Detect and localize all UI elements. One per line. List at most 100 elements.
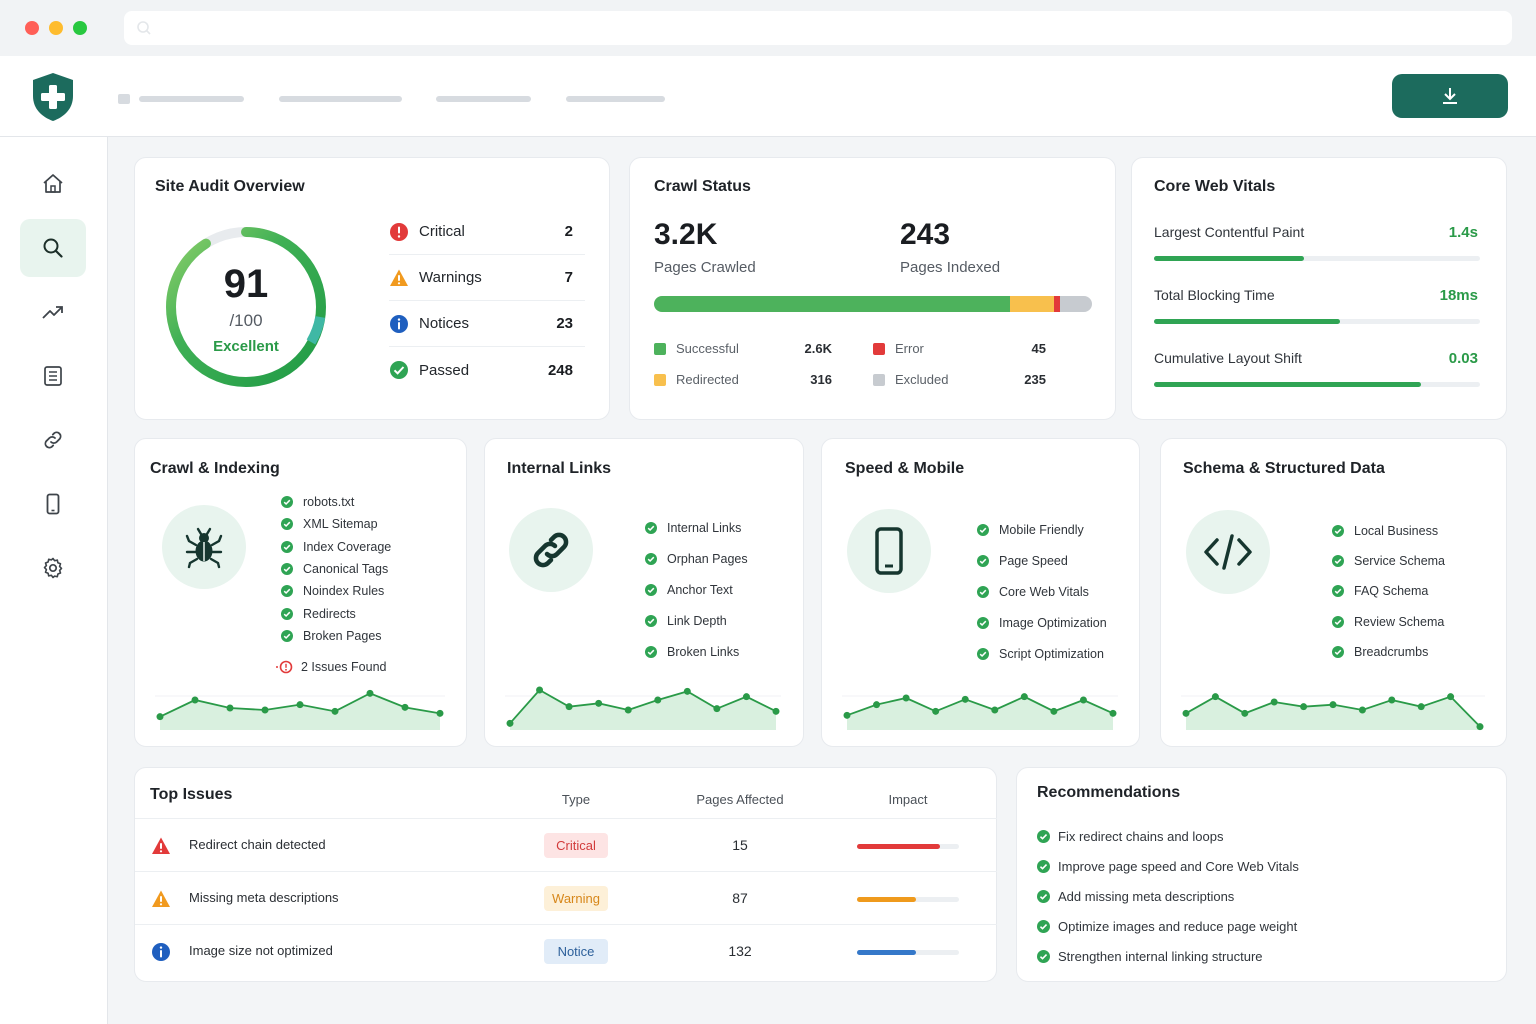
links-icon-badge: [509, 508, 593, 592]
checklist-item[interactable]: Broken Links: [645, 636, 748, 667]
table-row[interactable]: Image size not optimized Notice 132: [135, 924, 997, 977]
checklist-item-label: Anchor Text: [667, 582, 733, 597]
checklist-item[interactable]: Local Business: [1332, 516, 1445, 546]
chain-link-icon: [533, 532, 569, 568]
checklist-item[interactable]: Orphan Pages: [645, 543, 748, 574]
checklist-item-label: Internal Links: [667, 520, 742, 535]
recommendation-item[interactable]: Add missing meta descriptions: [1037, 882, 1299, 912]
recommendations-card: Recommendations Fix redirect chains and …: [1016, 767, 1507, 982]
sparkline-area: [1186, 696, 1480, 730]
crawl-indexing-card: Crawl & Indexing robots.txt XML Sitemap In…: [134, 438, 467, 747]
sparkline-point: [595, 699, 603, 707]
check-icon: [977, 647, 989, 660]
crawl-bar-segment-successful: [654, 296, 1011, 312]
cwv-metric-value: 18ms: [1439, 287, 1478, 304]
impact-bar: [857, 897, 959, 902]
column-header-impact[interactable]: Impact: [888, 792, 928, 807]
checklist-item[interactable]: Broken Pages: [281, 625, 391, 647]
sparkline-point: [1241, 709, 1249, 717]
checklist-item[interactable]: Breadcrumbs: [1332, 637, 1445, 667]
download-report-button[interactable]: [1392, 74, 1508, 118]
sparkline-point: [1417, 703, 1425, 711]
table-row[interactable]: Missing meta descriptions Warning 87: [135, 871, 997, 924]
checklist-item[interactable]: Review Schema: [1332, 607, 1445, 637]
overview-row-notices[interactable]: Notices 23: [389, 301, 585, 347]
sparkline-point: [843, 711, 851, 719]
alert-icon: [276, 660, 293, 674]
internal-links-card: Internal Links Internal Links Orphan Page…: [484, 438, 804, 747]
column-header-pages-affected[interactable]: Pages Affected: [696, 792, 784, 807]
recommendations-list: Fix redirect chains and loops Improve pag…: [1037, 822, 1299, 971]
sparkline-point: [401, 703, 409, 711]
home-icon: [43, 174, 63, 193]
checklist-item[interactable]: Link Depth: [645, 605, 748, 636]
audit-score-label: Excellent: [213, 338, 279, 355]
check-icon: [645, 521, 657, 534]
close-window-button[interactable]: [25, 21, 39, 35]
table-row[interactable]: Redirect chain detected Critical 15: [135, 818, 997, 871]
sidebar-item-settings[interactable]: [20, 539, 86, 597]
checklist-item[interactable]: Image Optimization: [977, 607, 1107, 638]
minimize-window-button[interactable]: [49, 21, 63, 35]
nav-link-placeholder[interactable]: [436, 96, 531, 102]
legend-swatch: [873, 373, 885, 386]
sidebar-item-search[interactable]: [20, 219, 86, 277]
checklist-item[interactable]: Core Web Vitals: [977, 577, 1107, 608]
checklist-item[interactable]: Script Optimization: [977, 638, 1107, 669]
check-icon: [281, 540, 293, 553]
card-title: Internal Links: [507, 460, 612, 477]
cwv-metric-label: Largest Contentful Paint: [1154, 224, 1305, 240]
search-icon: [43, 238, 63, 258]
recommendation-item[interactable]: Fix redirect chains and loops: [1037, 822, 1299, 852]
checklist-item[interactable]: FAQ Schema: [1332, 576, 1445, 606]
issues-found-indicator[interactable]: 2 Issues Found: [275, 660, 386, 674]
cwv-metric-bar-fill: [1154, 256, 1304, 261]
recommendation-item[interactable]: Improve page speed and Core Web Vitals: [1037, 852, 1299, 882]
core-web-vitals-card: Core Web Vitals Largest Contentful Paint…: [1131, 157, 1507, 420]
legend-value: 2.6K: [804, 341, 832, 356]
checklist-item[interactable]: Canonical Tags: [281, 558, 391, 580]
column-header-type[interactable]: Type: [561, 792, 591, 807]
check-icon: [1332, 585, 1344, 598]
sidebar-item-reports[interactable]: [20, 347, 86, 405]
smartphone-icon: [875, 527, 903, 575]
recommendation-item[interactable]: Strengthen internal linking structure: [1037, 941, 1299, 971]
recommendation-text: Optimize images and reduce page weight: [1058, 918, 1298, 934]
legend-value: 316: [810, 372, 832, 387]
sidebar-item-home[interactable]: [20, 155, 86, 213]
legend-swatch: [873, 342, 885, 355]
checklist-item[interactable]: robots.txt: [281, 491, 391, 513]
sparkline-point: [1447, 693, 1455, 701]
check-icon: [977, 555, 989, 568]
maximize-window-button[interactable]: [73, 21, 87, 35]
overview-row-value: 7: [564, 269, 573, 286]
checklist-item[interactable]: Noindex Rules: [281, 580, 391, 602]
recommendation-item[interactable]: Optimize images and reduce page weight: [1037, 911, 1299, 941]
site-audit-overview-card: Site Audit Overview 91 /100 Excellent Cr…: [134, 157, 610, 420]
checklist-item[interactable]: XML Sitemap: [281, 513, 391, 535]
checklist-item-label: Canonical Tags: [303, 562, 389, 577]
checklist-item[interactable]: Internal Links: [645, 512, 748, 543]
nav-link-placeholder[interactable]: [139, 96, 244, 102]
nav-link-placeholder[interactable]: [566, 96, 665, 102]
sidebar-item-trends[interactable]: [20, 283, 86, 341]
sparkline-point: [296, 701, 304, 709]
checklist-item[interactable]: Redirects: [281, 602, 391, 624]
nav-link-placeholder[interactable]: [279, 96, 402, 102]
issue-type-badge: Notice: [544, 939, 608, 964]
sidebar-item-links[interactable]: [20, 411, 86, 469]
crawl-trend-sparkline: [155, 689, 445, 730]
checklist-item[interactable]: Anchor Text: [645, 574, 748, 605]
sidebar-item-mobile[interactable]: [20, 475, 86, 533]
overview-row-warnings[interactable]: Warnings 7: [389, 255, 585, 301]
checklist-item[interactable]: Page Speed: [977, 546, 1107, 577]
address-bar[interactable]: [124, 11, 1512, 45]
checklist-item[interactable]: Mobile Friendly: [977, 515, 1107, 546]
overview-row-passed[interactable]: Passed 248: [389, 347, 585, 393]
checklist-item[interactable]: Index Coverage: [281, 536, 391, 558]
cwv-metric-label: Total Blocking Time: [1154, 287, 1275, 303]
check-icon: [1037, 949, 1050, 963]
overview-row-critical[interactable]: Critical 2: [389, 209, 585, 255]
checklist-item[interactable]: Service Schema: [1332, 546, 1445, 576]
shield-plus-icon[interactable]: [30, 71, 76, 123]
